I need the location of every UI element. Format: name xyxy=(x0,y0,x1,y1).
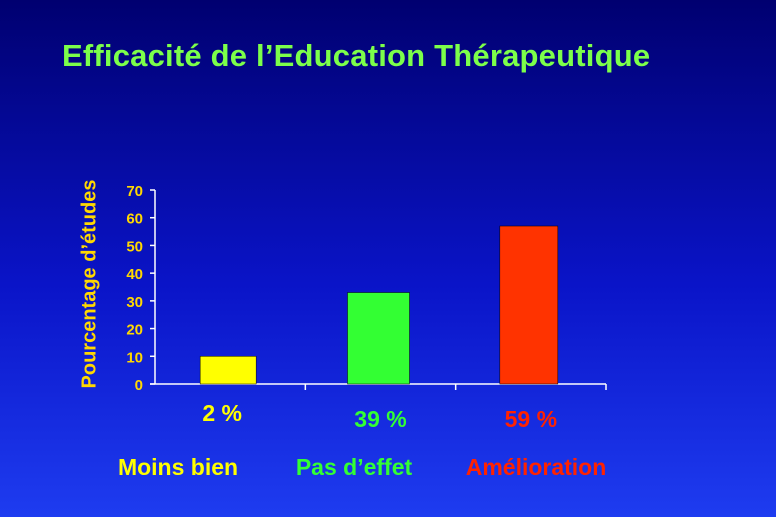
y-tick-label: 70 xyxy=(126,183,143,200)
y-tick-label: 10 xyxy=(126,349,143,366)
category-label: Moins bien xyxy=(117,454,239,480)
value-label: 59 % xyxy=(504,406,558,432)
y-tick-label: 40 xyxy=(126,266,143,283)
y-tick-label: 30 xyxy=(126,294,143,311)
bar-moins-bien xyxy=(199,356,257,385)
bar-am-lioration xyxy=(499,225,559,385)
y-tick-label: 50 xyxy=(126,238,143,255)
y-tick-label: 60 xyxy=(126,211,143,228)
value-label: 2 % xyxy=(202,400,242,426)
y-axis: 0 10 20 30 40 50 60 70 xyxy=(126,183,156,394)
bar-pas-d-effet xyxy=(347,292,410,385)
y-tick-label: 0 xyxy=(135,377,143,394)
value-label: 39 % xyxy=(354,406,407,432)
chart-title: Efficacité de l’Education Thérapeutique xyxy=(62,38,651,73)
category-label: Amélioration xyxy=(465,454,607,480)
bars xyxy=(199,225,559,385)
category-label: Pas d’effet xyxy=(295,454,413,480)
x-axis xyxy=(150,383,607,390)
y-tick-label: 20 xyxy=(126,322,143,339)
